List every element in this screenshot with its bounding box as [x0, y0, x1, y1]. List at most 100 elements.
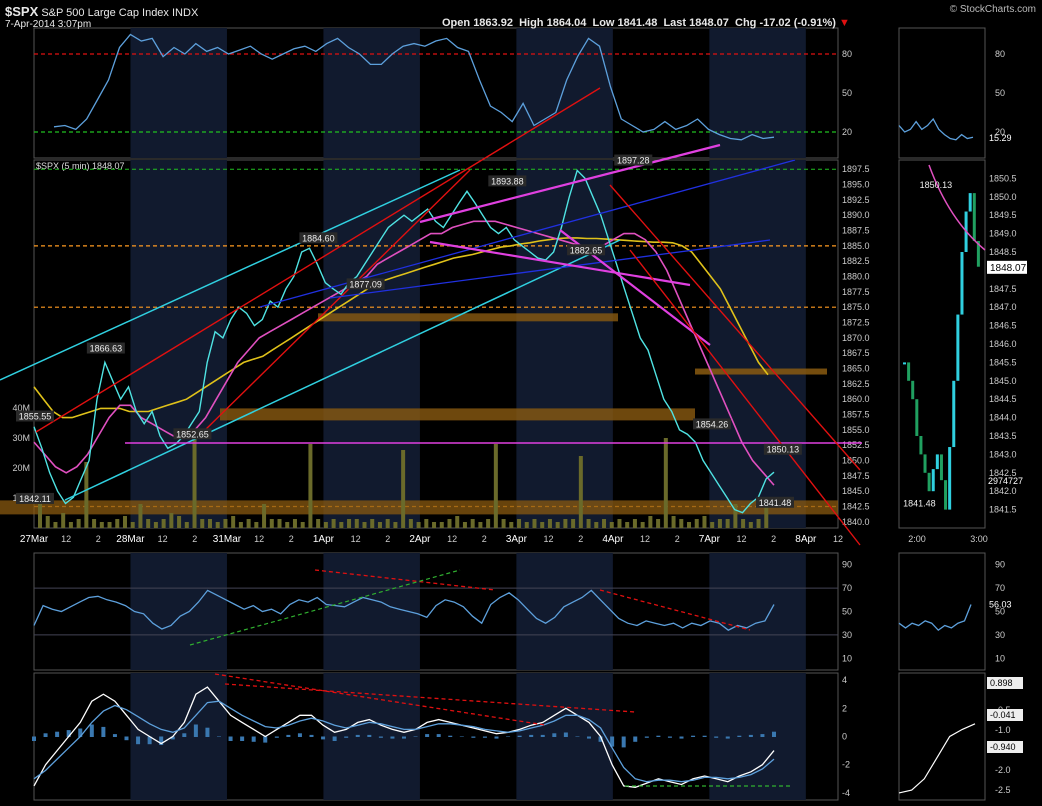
- price-annotation: 1852.65: [173, 428, 212, 440]
- volume-bar: [478, 522, 483, 528]
- macd-histogram-bar: [240, 736, 245, 741]
- symbol: $SPX: [5, 4, 39, 19]
- macd-histogram-bar: [193, 724, 198, 737]
- volume-bar: [656, 519, 661, 528]
- x-tick-label: 12: [447, 534, 457, 544]
- price-annotation: 1897.28: [614, 154, 653, 166]
- annotation-label: 1854.26: [696, 419, 729, 429]
- macd-histogram-bar: [679, 736, 684, 739]
- down-arrow-icon: ▼: [838, 17, 850, 29]
- side-candle: [939, 454, 943, 481]
- side-volume-label: 2974727: [988, 476, 1023, 486]
- volume-bar: [385, 519, 390, 528]
- macd-histogram-bar: [217, 736, 221, 737]
- volume-bar: [432, 522, 437, 528]
- trend-line: [329, 239, 771, 299]
- volume-bar: [262, 504, 267, 528]
- volume-bar: [571, 519, 576, 528]
- price-y-tick: 1877.5: [842, 287, 870, 297]
- price-y-tick: 1847.5: [842, 471, 870, 481]
- price-annotation: 1884.60: [299, 232, 338, 244]
- macd-histogram-bar: [540, 734, 545, 737]
- signal-line: [33, 700, 775, 783]
- price-y-tick: 1842.5: [842, 502, 870, 512]
- x-tick-label: 2: [578, 534, 583, 544]
- x-tick-label: 2: [482, 534, 487, 544]
- exchange: INDX: [172, 7, 199, 19]
- trend-line: [429, 240, 691, 287]
- macd-histogram-bar: [402, 736, 406, 739]
- macd-histogram-bar: [587, 736, 591, 739]
- annotation-box: [346, 278, 385, 290]
- volume-bar: [45, 516, 50, 528]
- low-label: Low: [592, 17, 615, 29]
- macd-histogram-bar: [43, 733, 48, 737]
- volume-bar: [347, 519, 352, 528]
- session-shade: [709, 553, 806, 670]
- volume-bar: [99, 522, 104, 528]
- side-candle: [911, 380, 915, 400]
- volume-bar: [602, 519, 607, 528]
- volume-bar: [578, 456, 583, 528]
- volume-bar: [733, 504, 738, 528]
- volume-bar: [339, 522, 344, 528]
- macd-histogram-bar: [263, 736, 268, 743]
- session-shade: [323, 553, 420, 670]
- volume-bar: [594, 522, 599, 528]
- macd-histogram-bar: [147, 736, 152, 745]
- macd-histogram-bar: [725, 736, 730, 739]
- annotation-box: [693, 418, 732, 430]
- volume-bar: [524, 522, 529, 528]
- price-y-tick: 1862.5: [842, 379, 870, 389]
- last-price-box: [987, 260, 1027, 274]
- macd-histogram-bar: [621, 736, 626, 748]
- macd-last-box: [987, 709, 1023, 721]
- side-y-tick: 1841.5: [989, 505, 1017, 515]
- side-y-tick: 1842.5: [989, 468, 1017, 478]
- mid-y-tick: 70: [842, 583, 852, 593]
- volume-bar: [38, 504, 42, 528]
- macd-histogram-bar: [182, 733, 187, 737]
- macd-last-box: [987, 677, 1023, 689]
- high-label: High: [519, 17, 544, 29]
- annotation-box: [567, 244, 606, 256]
- macd-histogram-bar: [436, 734, 441, 737]
- trend-line: [35, 87, 601, 433]
- annotation-label: 1884.60: [302, 233, 335, 243]
- price-panel-title: $SPX (5 min) 1848.07: [36, 161, 125, 171]
- macd-last-value: 0.898: [990, 678, 1013, 688]
- price-y-tick: 1897.5: [842, 164, 870, 174]
- side-osc-y-tick: 80: [995, 49, 1005, 59]
- macd-y-tick: -4: [842, 788, 850, 798]
- osc-y-tick: 50: [842, 88, 852, 98]
- annotation-box: [299, 232, 338, 244]
- mid-trend-line: [599, 589, 751, 631]
- volume-bar: [717, 519, 722, 528]
- session-shade: [323, 160, 420, 528]
- macd-last-value: -0.940: [990, 742, 1016, 752]
- annotation-label: 1877.09: [349, 279, 382, 289]
- volume-bar: [300, 522, 305, 528]
- x-tick-label: 2Apr: [409, 534, 431, 545]
- volume-bar: [246, 519, 251, 528]
- last-price-label: 1848.07: [990, 263, 1027, 274]
- macd-histogram-bar: [367, 734, 372, 737]
- volume-y-tick: 20M: [12, 463, 30, 473]
- resistance-band: [220, 408, 695, 421]
- x-tick-label: 12: [351, 534, 361, 544]
- low-value: 1841.48: [617, 17, 658, 29]
- volume-bar: [493, 444, 498, 528]
- price-y-tick: 1865.0: [842, 364, 870, 374]
- macd-histogram-bar: [517, 735, 522, 737]
- annotation-box: [488, 175, 527, 187]
- mid-y-tick: 30: [842, 630, 852, 640]
- annotation-label: 1897.28: [617, 156, 650, 166]
- chg-label: Chg: [735, 17, 757, 29]
- side-osc-line: [898, 117, 974, 141]
- volume-bar: [486, 519, 491, 528]
- side-x-tick-label: 2:00: [908, 534, 926, 544]
- chart-title: $SPX S&P 500 Large Cap Index INDX: [5, 4, 198, 19]
- macd-histogram-bar: [101, 726, 106, 737]
- price-y-tick: 1852.5: [842, 440, 870, 450]
- side-y-tick: 1844.5: [989, 394, 1017, 404]
